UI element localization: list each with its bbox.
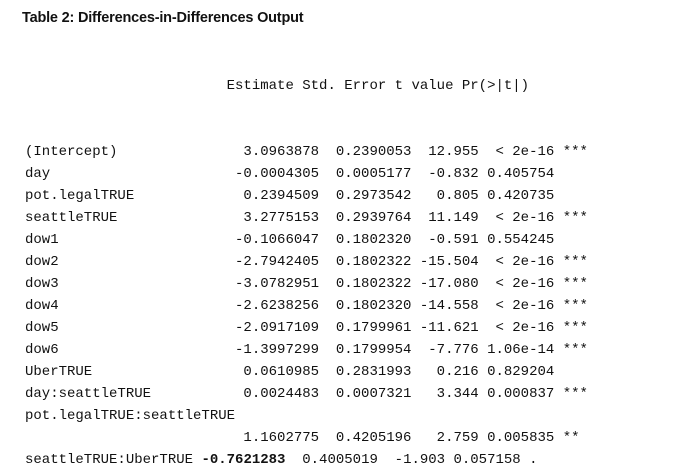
- coefficient-row: dow1 -0.1066047 0.1802320 -0.591 0.55424…: [25, 229, 588, 251]
- coefficient-row: dow5 -2.0917109 0.1799961 -11.621 < 2e-1…: [25, 317, 588, 339]
- row-text: pot.legalTRUE:seattleTRUE: [25, 408, 236, 424]
- row-text: UberTRUE 0.0610985 0.2831993 0.216 0.829…: [25, 364, 555, 380]
- coefficient-row: (Intercept) 3.0963878 0.2390053 12.955 <…: [25, 141, 588, 163]
- coefficient-row: seattleTRUE:UberTRUE -0.7621283 0.400501…: [25, 449, 588, 471]
- coefficient-row: seattleTRUE 3.2775153 0.2939764 11.149 <…: [25, 207, 588, 229]
- coefficient-row: pot.legalTRUE 0.2394509 0.2973542 0.805 …: [25, 185, 588, 207]
- row-text: dow1 -0.1066047 0.1802320 -0.591 0.55424…: [25, 232, 555, 248]
- row-text: dow4 -2.6238256 0.1802320 -14.558 < 2e-1…: [25, 298, 588, 314]
- coefficient-row: day:seattleTRUE 0.0024483 0.0007321 3.34…: [25, 383, 588, 405]
- row-text: dow3 -3.0782951 0.1802322 -17.080 < 2e-1…: [25, 276, 588, 292]
- regression-output: Estimate Std. Error t value Pr(>|t|) (In…: [25, 31, 588, 471]
- row-text: 1.1602775 0.4205196 2.759 0.005835 **: [25, 430, 580, 446]
- coefficient-row: pot.legalTRUE:seattleTRUE: [25, 405, 588, 427]
- row-text: pot.legalTRUE 0.2394509 0.2973542 0.805 …: [25, 188, 555, 204]
- row-text-rest: 0.4005019 -1.903 0.057158 .: [285, 452, 538, 468]
- coefficient-row: day -0.0004305 0.0005177 -0.832 0.405754: [25, 163, 588, 185]
- coefficient-row: dow3 -3.0782951 0.1802322 -17.080 < 2e-1…: [25, 273, 588, 295]
- output-header: Estimate Std. Error t value Pr(>|t|): [25, 78, 530, 94]
- row-text: dow5 -2.0917109 0.1799961 -11.621 < 2e-1…: [25, 320, 588, 336]
- row-text: day:seattleTRUE 0.0024483 0.0007321 3.34…: [25, 386, 588, 402]
- coefficient-row: dow4 -2.6238256 0.1802320 -14.558 < 2e-1…: [25, 295, 588, 317]
- highlighted-estimate: -0.7621283: [201, 452, 286, 468]
- table-caption: Table 2: Differences-in-Differences Outp…: [22, 10, 304, 26]
- row-text: seattleTRUE:UberTRUE: [25, 452, 202, 468]
- coefficient-row: 1.1602775 0.4205196 2.759 0.005835 **: [25, 427, 588, 449]
- row-text: dow2 -2.7942405 0.1802322 -15.504 < 2e-1…: [25, 254, 588, 270]
- coefficient-row: dow2 -2.7942405 0.1802322 -15.504 < 2e-1…: [25, 251, 588, 273]
- document-page: Table 2: Differences-in-Differences Outp…: [22, 10, 588, 468]
- row-text: seattleTRUE 3.2775153 0.2939764 11.149 <…: [25, 210, 588, 226]
- coefficient-row: UberTRUE 0.0610985 0.2831993 0.216 0.829…: [25, 361, 588, 383]
- coefficient-row: dow6 -1.3997299 0.1799954 -7.776 1.06e-1…: [25, 339, 588, 361]
- row-text: dow6 -1.3997299 0.1799954 -7.776 1.06e-1…: [25, 342, 588, 358]
- row-text: (Intercept) 3.0963878 0.2390053 12.955 <…: [25, 144, 588, 160]
- row-text: day -0.0004305 0.0005177 -0.832 0.405754: [25, 166, 555, 182]
